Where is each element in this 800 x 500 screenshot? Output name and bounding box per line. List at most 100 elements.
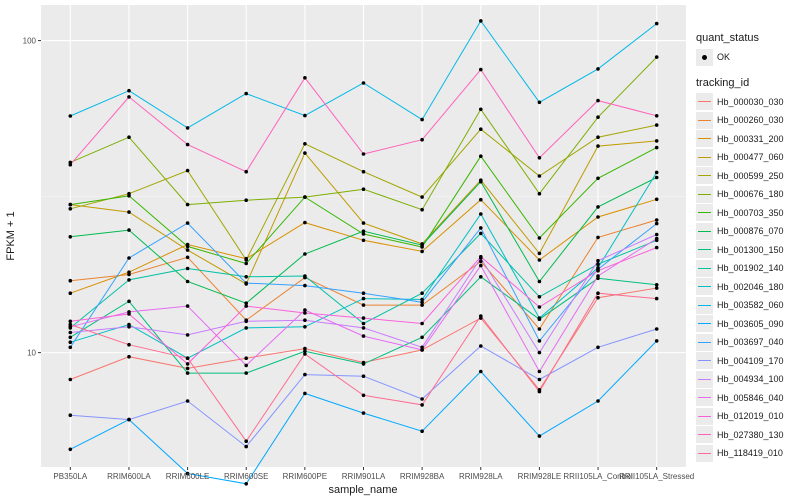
data-point-hb_003582_060-rrii105la_control xyxy=(596,67,600,71)
data-point-hb_000676_180-rrim901la xyxy=(361,187,366,191)
data-point-hb_118419_010-rrii105la_stressed xyxy=(654,296,659,301)
legend-key xyxy=(696,352,713,370)
legend-item-hb_000599_250: Hb_000599_250 xyxy=(696,167,796,186)
legend-item-hb_002046_180: Hb_002046_180 xyxy=(696,278,796,297)
legend-label: Hb_005846_040 xyxy=(717,392,784,403)
legend-key xyxy=(696,222,713,240)
data-point-hb_027380_130-rrim928ba xyxy=(420,137,424,142)
legend-label: Hb_003582_060 xyxy=(717,300,784,311)
data-point-hb_000477_060-rrim901la xyxy=(361,221,366,225)
data-point-hb_003697_040-rrii105la_stressed xyxy=(654,221,659,226)
data-point-hb_003582_060-rrim928le xyxy=(537,100,542,105)
data-point-hb_004934_100-rrim600se xyxy=(244,319,248,324)
legend-key xyxy=(696,315,713,333)
x-axis-title: sample_name xyxy=(328,484,397,496)
legend-label: Hb_004109_170 xyxy=(717,355,784,366)
data-point-hb_001902_140-rrim901la xyxy=(361,321,366,326)
data-point-hb_003582_060-rrim600la xyxy=(127,88,131,93)
data-point-hb_001902_140-rrii105la_control xyxy=(596,262,600,267)
data-point-hb_003582_060-rrim600pe xyxy=(303,113,307,118)
data-point-hb_000599_250-rrim928la xyxy=(479,127,483,131)
data-point-hb_001300_150-rrim600la xyxy=(127,299,131,304)
data-point-hb_004934_100-pb350la xyxy=(68,330,73,335)
data-point-hb_000599_250-rrii105la_control xyxy=(596,135,600,139)
data-point-hb_000599_250-pb350la xyxy=(68,207,73,211)
legend-item-hb_005846_040: Hb_005846_040 xyxy=(696,389,796,408)
legend-label: Hb_012019_010 xyxy=(717,411,784,422)
data-point-hb_000599_250-rrim600se xyxy=(244,258,248,262)
tracking-id-legend-items: Hb_000030_030 Hb_000260_030 Hb_000331_200 H… xyxy=(696,93,796,463)
data-point-hb_004934_100-rrim600le xyxy=(185,333,190,337)
data-point-hb_000331_200-rrii105la_stressed xyxy=(654,197,659,202)
data-point-hb_000477_060-rrim600le xyxy=(185,248,190,252)
data-point-hb_000260_030-rrim901la xyxy=(361,303,366,307)
legend-label: Hb_003697_040 xyxy=(717,337,784,348)
data-point-hb_003697_040-rrim901la xyxy=(361,291,366,296)
data-point-hb_002046_180-rrim928le xyxy=(537,316,542,320)
data-point-hb_001902_140-rrim928le xyxy=(537,295,542,299)
data-point-hb_000331_200-pb350la xyxy=(68,291,73,296)
legend-item-hb_003582_060: Hb_003582_060 xyxy=(696,296,796,315)
data-point-hb_012019_010-rrim600le xyxy=(185,362,190,366)
data-point-hb_027380_130-rrim600pe xyxy=(303,76,307,80)
data-point-hb_004934_100-rrim928le xyxy=(537,350,542,355)
data-point-hb_000477_060-rrii105la_stressed xyxy=(654,139,659,143)
data-point-hb_027380_130-rrii105la_stressed xyxy=(654,114,659,118)
y-axis: 10 100 xyxy=(23,37,41,358)
legend-key xyxy=(696,148,713,166)
data-point-hb_003605_090-rrim600se xyxy=(244,482,248,486)
legend-label: Hb_000030_030 xyxy=(717,96,784,107)
data-point-hb_003697_040-pb350la xyxy=(68,345,73,350)
data-point-hb_000260_030-rrim600le xyxy=(185,255,190,260)
data-point-hb_004109_170-rrii105la_control xyxy=(596,345,600,350)
x-tick-label: RRIM928LA xyxy=(459,472,503,481)
data-point-hb_005846_040-rrim928le xyxy=(537,369,542,374)
legend-key xyxy=(696,111,713,129)
legend-key xyxy=(696,370,713,388)
data-point-hb_118419_010-rrii105la_control xyxy=(596,291,600,296)
legend-item-hb_027380_130: Hb_027380_130 xyxy=(696,426,796,445)
data-point-hb_002046_180-rrim901la xyxy=(361,296,366,301)
data-point-hb_027380_130-rrim600la xyxy=(127,95,131,99)
data-point-hb_118419_010-pb350la xyxy=(68,322,73,327)
legend-item-hb_000260_030: Hb_000260_030 xyxy=(696,111,796,130)
data-point-hb_000876_070-rrim928ba xyxy=(420,243,424,247)
data-point-hb_001902_140-rrim600se xyxy=(244,275,248,279)
data-point-hb_000703_350-rrim600pe xyxy=(303,195,307,199)
legend-key xyxy=(696,167,713,185)
data-point-hb_012019_010-rrim600se xyxy=(244,304,248,308)
legend-label: Hb_027380_130 xyxy=(717,429,784,440)
data-point-hb_000703_350-rrim600la xyxy=(127,194,131,198)
data-point-hb_000030_030-rrim600pe xyxy=(303,346,307,351)
data-point-hb_003697_040-rrim928la xyxy=(479,226,483,230)
legend-label: Hb_118419_010 xyxy=(717,448,783,459)
data-point-hb_004934_100-rrim600pe xyxy=(303,318,307,323)
data-point-hb_000676_180-rrim600le xyxy=(185,202,190,207)
data-point-hb_118419_010-rrim928la xyxy=(479,314,483,318)
data-point-hb_000331_200-rrim600pe xyxy=(303,220,307,225)
data-point-hb_000599_250-rrim928le xyxy=(537,174,542,178)
data-point-hb_000703_350-rrim901la xyxy=(361,232,366,236)
y-axis-title: FPKM + 1 xyxy=(5,211,17,260)
legend-item-hb_004934_100: Hb_004934_100 xyxy=(696,370,796,389)
data-point-hb_003605_090-rrim600pe xyxy=(303,391,307,396)
legend-key xyxy=(696,407,713,425)
data-point-hb_004109_170-rrii105la_stressed xyxy=(654,327,659,331)
data-point-hb_004109_170-rrim600pe xyxy=(303,372,307,377)
data-point-hb_000331_200-rrim600la xyxy=(127,270,131,275)
legend-key xyxy=(696,259,713,277)
legend-item-hb_000331_200: Hb_000331_200 xyxy=(696,130,796,149)
legend-item-hb_001902_140: Hb_001902_140 xyxy=(696,259,796,278)
x-axis: PB350LA RRIM600LA RRIM600LE RRIM600SE RRIM60… xyxy=(53,467,694,481)
quant-status-legend-title: quant_status xyxy=(696,32,759,44)
legend-label: Hb_000260_030 xyxy=(717,115,784,126)
data-point-hb_004109_170-rrim928la xyxy=(479,344,483,348)
data-point-hb_000676_180-rrim600se xyxy=(244,198,248,202)
data-point-hb_027380_130-rrim928le xyxy=(537,156,542,160)
data-point-hb_000477_060-rrim600pe xyxy=(303,151,307,155)
data-point-hb_000876_070-rrim600pe xyxy=(303,252,307,256)
data-point-hb_118419_010-rrim600se xyxy=(244,439,248,444)
legend-item-hb_000676_180: Hb_000676_180 xyxy=(696,185,796,204)
legend-label: Hb_001300_150 xyxy=(717,244,784,255)
data-point-hb_001902_140-rrim928la xyxy=(479,231,483,236)
